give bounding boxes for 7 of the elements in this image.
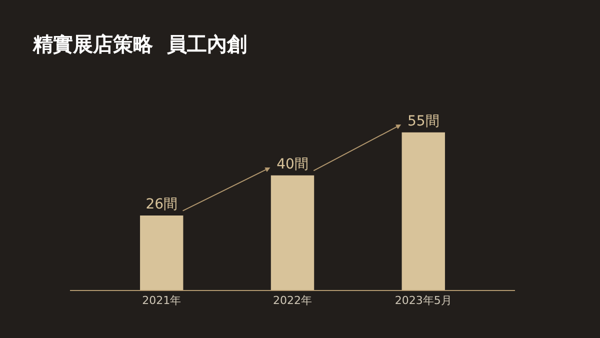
x-tick-label: 2023年5月 (394, 294, 452, 308)
data-label: 55間 (407, 113, 440, 130)
x-tick-label: 2021年 (142, 294, 182, 308)
data-label: 40間 (276, 156, 308, 172)
x-tick-label: 2022年 (273, 294, 312, 308)
data-label: 26間 (146, 196, 178, 212)
chart-title: 精實展店策略 員工內創 (32, 32, 247, 56)
